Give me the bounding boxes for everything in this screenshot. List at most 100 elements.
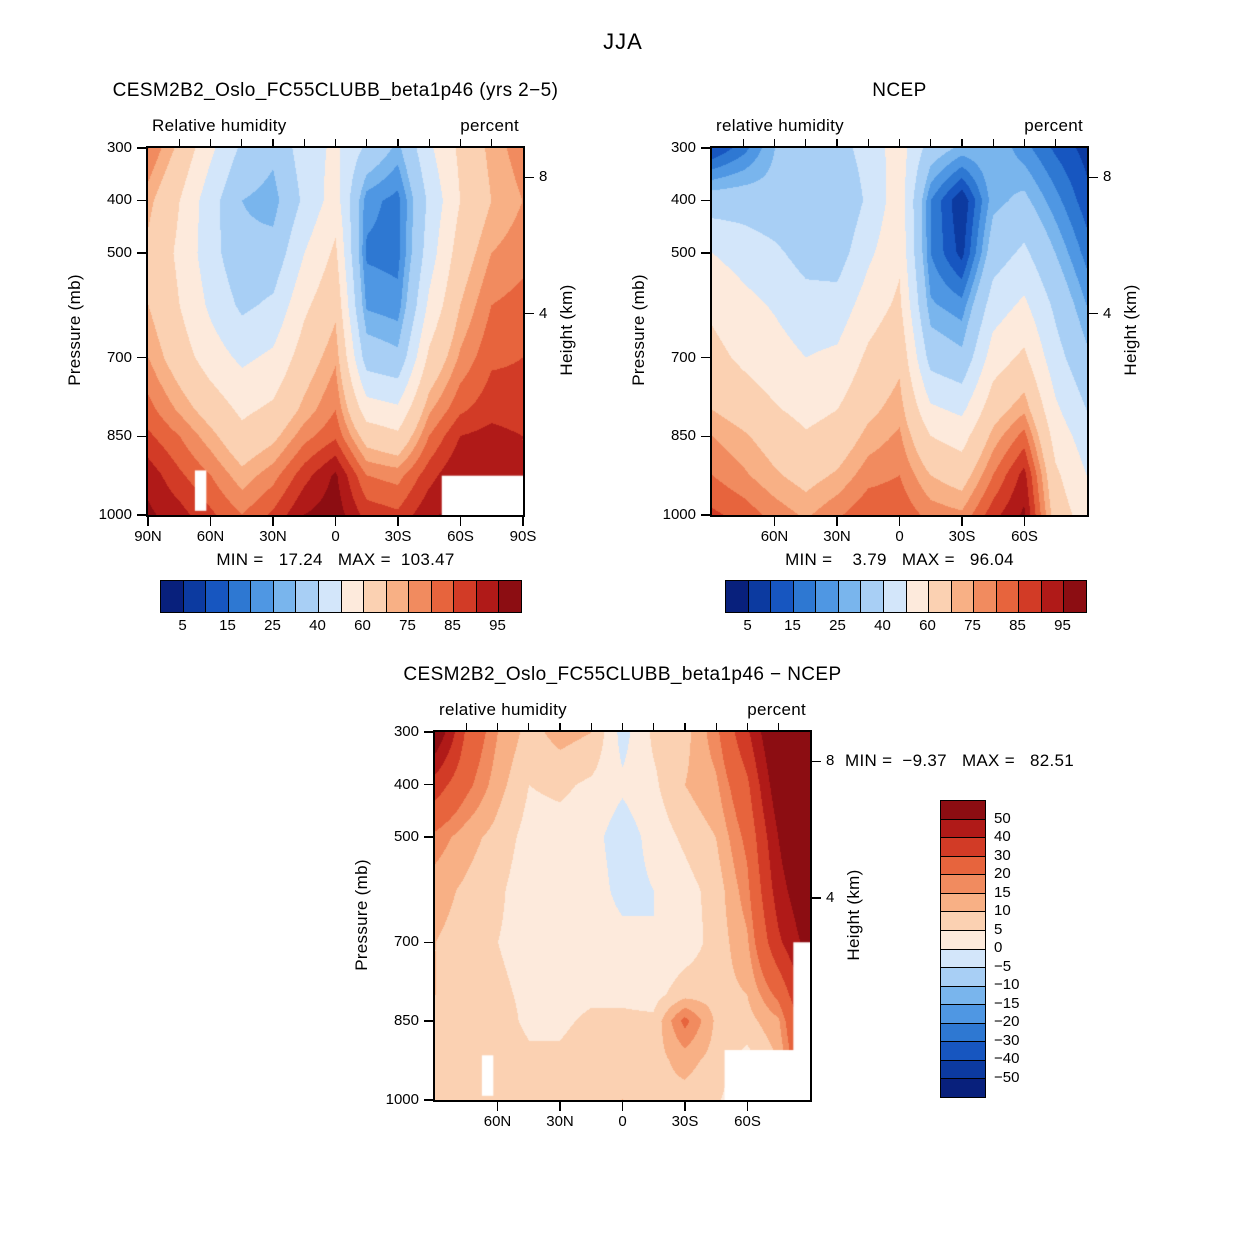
colorbar-cell — [386, 581, 410, 612]
top-minor-tick-diff — [684, 723, 686, 730]
colorbar-cesm — [160, 580, 522, 613]
colorbar-cell — [941, 912, 985, 931]
colorbar-cell — [726, 581, 749, 612]
pressure-tick-label-ncep: 850 — [670, 427, 696, 445]
colorbar-label: 5 — [178, 617, 187, 634]
axis-label-variable-ncep: relative humidity — [716, 116, 844, 135]
colorbar-label: 95 — [489, 617, 506, 634]
colorbar-ncep — [725, 580, 1087, 613]
top-minor-tick-ncep — [930, 139, 932, 146]
colorbar-cell — [838, 581, 862, 612]
colorbar-diff-label: 40 — [994, 828, 1011, 845]
pressure-tick-label-diff: 700 — [393, 933, 419, 951]
height-tick-label-cesm: 4 — [539, 304, 548, 322]
pressure-tick-cesm — [137, 199, 146, 202]
colorbar-cell — [861, 581, 884, 612]
top-minor-tick-cesm — [303, 139, 305, 146]
colorbar-diff — [940, 800, 986, 1098]
colorbar-label: 5 — [743, 617, 752, 634]
colorbar-label: 60 — [354, 617, 371, 634]
lat-tick-diff — [496, 1102, 499, 1111]
minmax-diff: MIN = −9.37 MAX = 82.51 — [845, 751, 1075, 770]
contour-canvas-cesm — [148, 148, 523, 515]
top-minor-tick-cesm — [334, 139, 337, 146]
top-minor-tick-ncep — [805, 139, 807, 146]
colorbar-cell — [206, 581, 229, 612]
top-minor-tick-diff — [559, 723, 561, 730]
lat-tick-label-ncep: 0 — [895, 528, 904, 545]
colorbar-diff-label: 5 — [994, 920, 1003, 938]
height-tick-label-ncep: 4 — [1103, 304, 1112, 322]
pressure-tick-label-ncep: 300 — [670, 139, 696, 156]
top-minor-tick-cesm — [397, 139, 399, 146]
height-tick-cesm — [525, 312, 534, 315]
top-minor-tick-diff — [715, 723, 717, 730]
top-minor-tick-diff — [746, 723, 749, 730]
colorbar-cell — [318, 581, 342, 612]
lat-tick-diff — [684, 1102, 686, 1111]
minmax-cesm: MIN = 17.24 MAX = 103.47 — [216, 550, 455, 569]
colorbar-cell — [1041, 581, 1065, 612]
top-minor-tick-ncep — [742, 139, 744, 146]
colorbar-cell — [941, 875, 985, 894]
colorbar-cell — [183, 581, 207, 612]
lat-tick-label-cesm: 30S — [384, 528, 412, 545]
colorbar-cell — [251, 581, 274, 612]
top-minor-tick-cesm — [366, 139, 368, 146]
height-tick-label-ncep: 8 — [1103, 168, 1112, 186]
colorbar-cell — [941, 949, 985, 969]
top-minor-tick-cesm — [491, 139, 493, 146]
pressure-tick-label-diff: 1000 — [385, 1091, 419, 1108]
colorbar-cell — [974, 581, 997, 612]
colorbar-cell — [771, 581, 794, 612]
colorbar-label: 40 — [309, 617, 326, 634]
lat-tick-label-cesm: 30N — [259, 528, 287, 545]
pressure-tick-cesm — [137, 147, 146, 149]
pressure-tick-label-cesm: 850 — [106, 427, 132, 445]
colorbar-diff-label: 50 — [994, 809, 1011, 827]
colorbar-diff-label: 15 — [994, 883, 1011, 901]
lat-tick-label-cesm: 90N — [134, 528, 162, 545]
colorbar-diff-label: −40 — [994, 1050, 1020, 1067]
height-tick-label-diff: 8 — [826, 752, 835, 770]
top-minor-tick-cesm — [459, 139, 462, 146]
colorbar-cell — [816, 581, 839, 612]
lat-tick-label-cesm: 90S — [509, 528, 537, 545]
top-minor-tick-diff — [465, 723, 467, 730]
top-minor-tick-ncep — [1055, 139, 1057, 146]
pressure-tick-diff — [424, 731, 433, 733]
colorbar-cell — [941, 1079, 985, 1097]
colorbar-cell — [951, 581, 975, 612]
pressure-tick-diff — [424, 783, 433, 786]
axis-label-variable-diff: relative humidity — [439, 700, 567, 719]
lat-tick-ncep — [836, 517, 838, 526]
top-minor-tick-ncep — [836, 139, 838, 146]
pressure-tick-label-ncep: 400 — [670, 191, 696, 209]
colorbar-cell — [941, 893, 985, 913]
pressure-tick-ncep — [701, 147, 710, 149]
pressure-tick-ncep — [701, 514, 710, 516]
colorbar-cell — [499, 581, 521, 612]
lat-tick-cesm — [147, 517, 149, 526]
contour-canvas-ncep — [712, 148, 1087, 515]
colorbar-cell — [941, 819, 985, 839]
lat-tick-cesm — [209, 517, 212, 526]
top-minor-tick-cesm — [428, 139, 430, 146]
colorbar-diff-label: 20 — [994, 865, 1011, 882]
y-axis-title-cesm: Pressure (mb) — [65, 274, 84, 386]
lat-tick-label-diff: 30N — [546, 1113, 574, 1130]
colorbar-label: 75 — [399, 617, 416, 634]
colorbar-cell — [941, 1023, 985, 1043]
top-minor-tick-ncep — [1023, 139, 1026, 146]
lat-tick-label-ncep: 30N — [823, 528, 851, 545]
lat-tick-label-diff: 60S — [734, 1113, 761, 1130]
pressure-tick-cesm — [137, 252, 146, 254]
lat-tick-label-diff: 0 — [618, 1113, 627, 1130]
colorbar-cell — [906, 581, 930, 612]
colorbar-diff-label: −5 — [994, 957, 1012, 975]
colorbar-label: 85 — [1009, 617, 1026, 634]
pressure-tick-label-ncep: 500 — [670, 243, 696, 261]
top-minor-tick-diff — [653, 723, 655, 730]
lat-tick-ncep — [961, 517, 963, 526]
height-tick-label-diff: 4 — [826, 889, 835, 907]
